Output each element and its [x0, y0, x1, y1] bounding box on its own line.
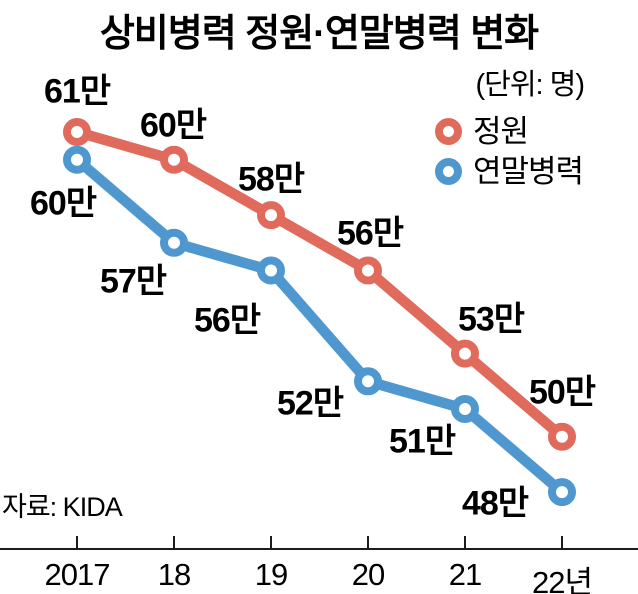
data-point-marker-icon — [63, 118, 91, 146]
data-label: 53만 — [457, 300, 525, 339]
x-axis-tick — [270, 536, 272, 548]
data-point-marker-icon — [354, 256, 382, 285]
legend-item-jeongwon: 정원 — [435, 114, 529, 149]
x-axis-label-18: 18 — [157, 557, 191, 592]
data-label: 56만 — [336, 214, 404, 252]
legend-label-jeongwon: 정원 — [473, 114, 529, 149]
data-label: 57만 — [99, 262, 167, 301]
chart-title: 상비병력 정원·연말병력 변화 — [99, 13, 539, 55]
data-label: 51만 — [388, 422, 456, 461]
data-point-marker-icon — [160, 228, 188, 257]
data-point-marker-icon — [548, 422, 576, 451]
x-axis-line — [0, 548, 638, 550]
data-point-marker-icon — [451, 395, 479, 423]
data-label: 58만 — [237, 160, 305, 199]
data-point-marker-icon — [160, 145, 188, 174]
x-axis-tick — [464, 536, 466, 548]
x-axis-label-21: 21 — [448, 557, 482, 592]
legend-label-yeonmal: 연말병력 — [473, 154, 584, 189]
x-axis-label-22: 22년 — [531, 565, 593, 594]
x-axis-label-19: 19 — [254, 557, 288, 592]
data-point-marker-icon — [548, 478, 576, 507]
series-line-정원 — [75, 126, 566, 441]
legend-marker-red-icon — [435, 118, 462, 145]
data-point-marker-icon — [354, 367, 382, 396]
legend-item-yeonmal: 연말병력 — [435, 154, 584, 189]
x-axis-tick — [561, 536, 563, 548]
data-point-marker-icon — [451, 339, 479, 368]
data-label: 48만 — [461, 484, 529, 523]
data-point-marker-icon — [63, 145, 91, 174]
data-label: 61만 — [43, 72, 111, 111]
data-label: 52만 — [276, 384, 344, 423]
data-point-marker-icon — [257, 201, 285, 230]
data-label: 50만 — [528, 373, 596, 412]
x-axis-label-20: 20 — [351, 557, 385, 592]
x-axis-tick — [76, 536, 78, 548]
data-label: 60만 — [29, 184, 97, 223]
unit-label: (단위: 명) — [475, 69, 585, 101]
data-label: 60만 — [139, 106, 207, 145]
x-axis-tick — [173, 536, 175, 548]
legend-marker-blue-icon — [435, 158, 462, 185]
x-axis-label-2017: 2017 — [44, 557, 111, 592]
source-label: 자료: KIDA — [2, 492, 123, 522]
series-line-연말병력 — [73, 155, 566, 497]
x-axis-tick — [367, 536, 369, 548]
data-label: 56만 — [193, 301, 261, 339]
data-point-marker-icon — [257, 256, 285, 285]
